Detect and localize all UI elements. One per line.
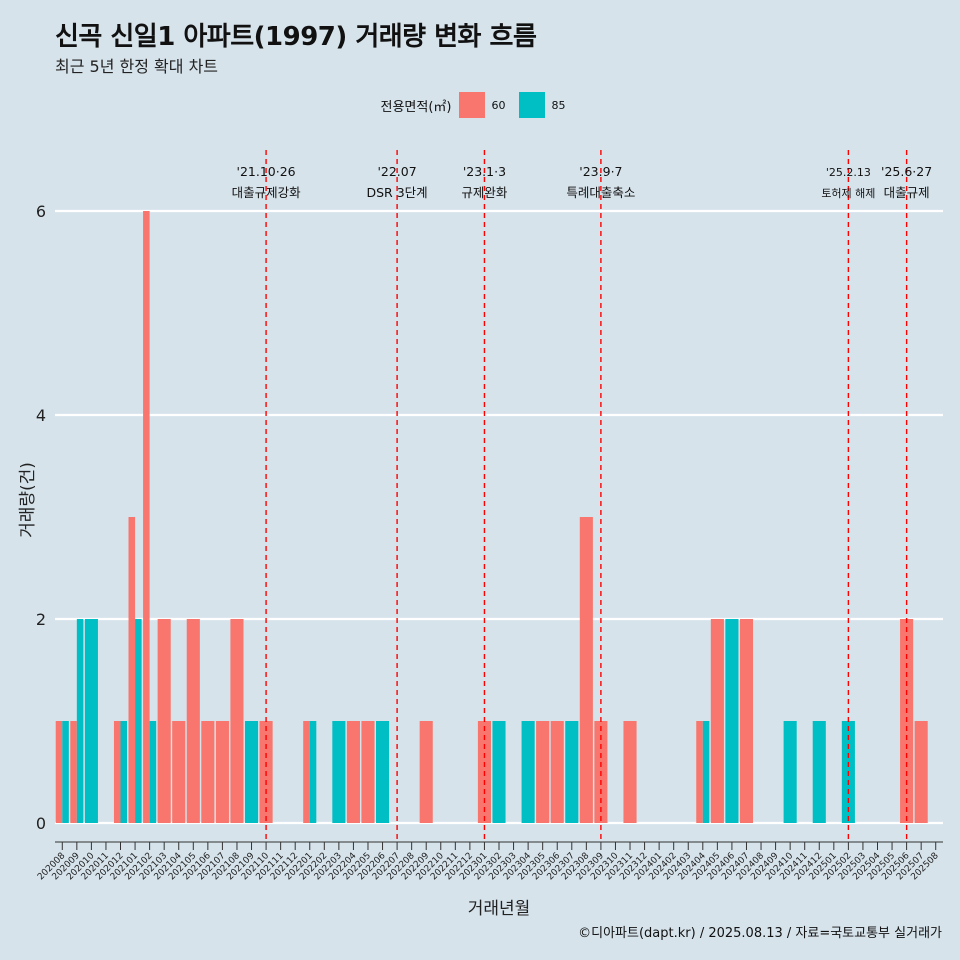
bar-85-202302 [492, 721, 506, 823]
bar-85-202304 [521, 721, 535, 823]
chart-title: 신곡 신일1 아파트(1997) 거래량 변화 흐름 [55, 22, 537, 52]
event-date: '25.6·27 [881, 164, 932, 179]
bar-60-202009 [70, 721, 77, 823]
bar-60-202407 [739, 619, 754, 823]
bar-60-202107 [215, 721, 229, 823]
bar-60-202204 [346, 721, 360, 823]
bar-60-202405 [710, 619, 724, 823]
legend-key-60 [459, 92, 486, 118]
bar-60-202209 [419, 721, 433, 823]
bar-60-202105 [186, 619, 200, 823]
bar-60-202101 [128, 517, 136, 823]
bar-85-202410 [783, 721, 797, 823]
event-label: 특례대출축소 [566, 185, 635, 200]
event-label: 대출규제 [884, 185, 930, 200]
bar-60-202104 [172, 721, 186, 823]
event-date: '25.2.13 [826, 166, 871, 179]
bar-60-202404 [696, 721, 703, 823]
bar-60-202103 [157, 619, 171, 823]
bar-85-202102 [149, 721, 157, 823]
event-label: 대출규제강화 [232, 185, 302, 200]
event-label: 토허제 해제 [821, 186, 875, 200]
y-axis-title: 거래량(건) [18, 462, 38, 538]
bar-85-202404 [702, 721, 710, 823]
bar-60-202311 [623, 721, 637, 823]
bar-60-202008 [55, 721, 63, 823]
y-tick-label: 6 [36, 202, 46, 221]
bar-85-202012 [120, 721, 128, 823]
bar-60-202106 [201, 721, 215, 823]
bar-85-202008 [62, 721, 69, 823]
event-date: '22.07 [377, 164, 416, 179]
legend-key-85 [519, 92, 546, 118]
bar-60-202507 [914, 721, 928, 823]
event-date: '21.10·26 [237, 164, 296, 179]
bar-85-202412 [812, 721, 826, 823]
bar-60-202306 [550, 721, 564, 823]
bar-85-202010 [84, 619, 98, 823]
caption: ©디아파트(dapt.kr) / 2025.08.13 / 자료=국토교통부 실… [578, 926, 942, 941]
y-tick-label: 4 [36, 406, 46, 425]
bar-85-202406 [725, 619, 739, 823]
y-tick-label: 2 [36, 610, 46, 629]
bar-60-202308 [579, 517, 593, 823]
bar-85-202109 [244, 721, 259, 823]
event-date: '23.1·3 [463, 164, 506, 179]
x-axis-title: 거래년월 [468, 899, 531, 919]
bar-85-202203 [332, 721, 346, 823]
legend-label-85: 85 [551, 98, 566, 112]
bar-60-202108 [230, 619, 244, 823]
event-label: DSR 3단계 [367, 185, 428, 200]
bar-85-202201 [309, 721, 317, 823]
bar-85-202206 [375, 721, 390, 823]
bar-60-202205 [361, 721, 375, 823]
event-date: '23.9·7 [579, 164, 622, 179]
legend: 전용면적(㎡) 60 85 [0, 92, 960, 118]
event-label: 규제완화 [461, 185, 508, 200]
bar-85-202101 [135, 619, 142, 823]
legend-label-60: 60 [491, 98, 506, 112]
bar-60-202012 [113, 721, 121, 823]
y-tick-label: 0 [36, 814, 46, 833]
bar-85-202307 [565, 721, 579, 823]
bar-60-202102 [143, 211, 150, 823]
chart-subtitle: 최근 5년 한정 확대 차트 [55, 57, 219, 76]
bar-60-202305 [536, 721, 550, 823]
bar-60-202201 [303, 721, 310, 823]
bar-85-202009 [76, 619, 84, 823]
legend-title: 전용면적(㎡) [380, 99, 452, 115]
